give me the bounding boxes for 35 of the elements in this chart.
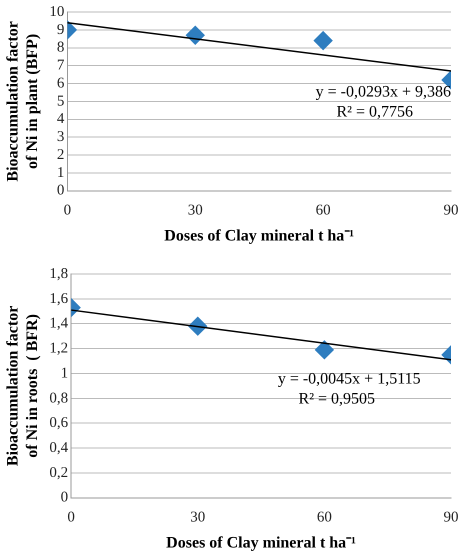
y-tick-label: 4 xyxy=(56,111,65,128)
y-tick-label: 5 xyxy=(56,93,64,110)
annotation: R² = 0,7756 xyxy=(336,104,413,121)
y-tick-label: 1,4 xyxy=(49,316,69,332)
x-tick-label: 60 xyxy=(316,202,331,219)
y-tick-label: 1 xyxy=(60,365,68,382)
y-tick-label: 3 xyxy=(56,129,64,146)
x-tick-label: 30 xyxy=(188,202,203,219)
x-tick-label: 30 xyxy=(190,510,206,526)
y-tick-label: 2 xyxy=(56,146,64,163)
x-tick-label: 60 xyxy=(316,510,332,526)
annotation: R² = 0,9505 xyxy=(298,390,376,408)
y-tick-label: 9 xyxy=(56,22,64,38)
x-axis-title: Doses of Clay mineral t ha⁻¹ xyxy=(166,534,356,552)
y-tick-label: 8 xyxy=(56,40,64,56)
x-axis-title: Doses of Clay mineral t ha⁻¹ xyxy=(164,228,354,245)
y-tick-label: 0 xyxy=(56,182,64,199)
y-tick-label: 0 xyxy=(60,490,68,506)
y-tick-label: 0,6 xyxy=(49,415,69,432)
y-tick-label: 0,2 xyxy=(49,464,68,481)
y-tick-label: 0,8 xyxy=(49,390,68,406)
y-tick-label: 10 xyxy=(49,4,64,20)
y-tick-label: 6 xyxy=(56,75,65,92)
y-axis-title: Bioaccumulation factor of Ni in roots ( BFR) xyxy=(4,306,41,466)
annotation: y = -0,0045x + 1,5115 xyxy=(278,370,421,388)
x-tick-label: 90 xyxy=(444,510,458,526)
y-axis-title: Bioaccumulation factor of Ni in plant (BFP) xyxy=(4,21,41,182)
y-tick-label: 1,2 xyxy=(49,340,68,357)
x-tick-label: 90 xyxy=(444,202,458,219)
y-tick-label: 0,4 xyxy=(49,440,69,456)
y-tick-label: 1,6 xyxy=(49,290,69,307)
y-tick-label: 1,8 xyxy=(49,266,68,282)
annotation: y = -0,0293x + 9,386 xyxy=(316,84,451,101)
y-tick-label: 1 xyxy=(56,164,64,181)
y-tick-label: 7 xyxy=(56,58,65,74)
